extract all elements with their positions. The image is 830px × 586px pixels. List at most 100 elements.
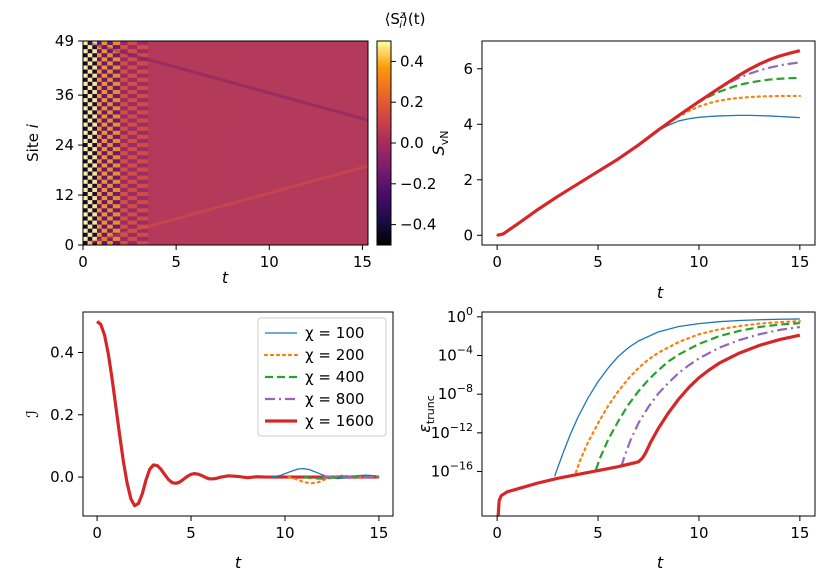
imbalance-x-tick-label: 0 bbox=[92, 524, 102, 542]
colorbar-title-open: ⟨S bbox=[385, 10, 400, 28]
imbalance-y-tick-label: 0.4 bbox=[50, 343, 74, 361]
colorbar-ticks: 0.4 0.2 0.0 −0.2 −0.4 bbox=[391, 52, 436, 234]
truncation-y-tick-label: 10−12 bbox=[431, 421, 473, 442]
heatmap-front-bottom bbox=[88, 164, 368, 245]
colorbar-tick-label: 0.2 bbox=[400, 93, 424, 111]
colorbar bbox=[376, 40, 392, 246]
colorbar-tick-label: −0.4 bbox=[400, 216, 436, 234]
entropy-y-tick-label: 4 bbox=[463, 115, 473, 133]
truncation-y-label-sub: trunc bbox=[424, 395, 437, 424]
entropy-lines bbox=[496, 49, 801, 237]
entropy-ticks: 0 5 10 15 0 2 4 6 bbox=[463, 60, 809, 271]
truncation-x-tick-label: 15 bbox=[790, 524, 809, 542]
truncation-series-line bbox=[554, 318, 800, 477]
truncation-series-line bbox=[620, 325, 801, 468]
heatmap-y-label-var: i bbox=[24, 123, 42, 128]
imbalance-x-tick-label: 15 bbox=[369, 524, 388, 542]
legend-label: χ = 200 bbox=[305, 346, 364, 364]
imbalance-series-line bbox=[322, 475, 379, 479]
colorbar-title-sup: z bbox=[399, 10, 406, 21]
entropy-series-line bbox=[496, 49, 801, 237]
imbalance-y-tick-label: 0.0 bbox=[50, 468, 74, 486]
colorbar-tick-label: −0.2 bbox=[400, 175, 436, 193]
truncation-series-line bbox=[574, 320, 801, 474]
entropy-series-line bbox=[496, 61, 801, 237]
entropy-x-tick-label: 0 bbox=[492, 253, 502, 271]
entropy-x-tick-label: 15 bbox=[790, 253, 809, 271]
heatmap-x-tick-label: 0 bbox=[78, 253, 88, 271]
heatmap-y-label: Site i bbox=[24, 123, 42, 162]
entropy-y-tick-label: 0 bbox=[463, 226, 473, 244]
entropy-frame bbox=[481, 40, 816, 246]
truncation-x-tick-label: 10 bbox=[689, 524, 708, 542]
legend-label: χ = 400 bbox=[305, 368, 364, 386]
imbalance-y-label: ℐ bbox=[23, 410, 42, 418]
imbalance-x-tick-label: 10 bbox=[275, 524, 294, 542]
truncation-y-tick-label: 10−8 bbox=[438, 382, 473, 403]
truncation-x-label: t bbox=[657, 553, 664, 572]
truncation-frame bbox=[481, 311, 816, 517]
truncation-x-tick-label: 0 bbox=[492, 524, 502, 542]
entropy-series-line bbox=[496, 114, 800, 236]
truncation-ticks: 0 5 10 15 100 10−4 10−8 10−12 10−16 bbox=[431, 305, 810, 542]
legend-items: χ = 100 χ = 200 χ = 400 χ = 800 χ = 1600 bbox=[263, 324, 374, 430]
imbalance-series-line bbox=[96, 320, 379, 508]
truncation-lines bbox=[496, 318, 801, 516]
heatmap-x-tick-label: 10 bbox=[260, 253, 279, 271]
entropy-x-tick-label: 10 bbox=[689, 253, 708, 271]
heatmap-y-tick-label: 0 bbox=[64, 236, 74, 254]
heatmap-y-label-text: Site bbox=[24, 128, 42, 162]
heatmap-decay-overlay bbox=[83, 41, 368, 245]
legend-label: χ = 800 bbox=[305, 390, 364, 408]
heatmap-x-tick-label: 5 bbox=[171, 253, 181, 271]
heatmap-x-tick-label: 15 bbox=[353, 253, 372, 271]
legend-label: χ = 100 bbox=[305, 324, 364, 342]
heatmap-cells bbox=[83, 41, 368, 245]
entropy-y-label-sub: vN bbox=[438, 131, 451, 146]
imbalance-panel: 0 5 10 15 0.0 0.2 0.4 t ℐ χ = 100 χ = 200 χ = 40… bbox=[23, 311, 394, 572]
heatmap-frame bbox=[82, 40, 369, 246]
imbalance-lines bbox=[96, 320, 381, 508]
heatmap-y-tick-label: 36 bbox=[55, 86, 74, 104]
imbalance-ticks: 0 5 10 15 0.0 0.2 0.4 bbox=[50, 343, 388, 542]
entropy-series-line bbox=[496, 76, 800, 237]
truncation-series-line bbox=[496, 333, 801, 516]
heatmap-y-ticks: 0 12 24 36 49 bbox=[55, 32, 83, 254]
truncation-y-tick-label: 100 bbox=[447, 305, 473, 326]
legend-box bbox=[257, 317, 387, 437]
entropy-y-label: SvN bbox=[429, 131, 451, 156]
heatmap-front-top bbox=[88, 41, 368, 122]
entropy-series-line bbox=[496, 94, 801, 237]
heatmap-panel: 0 5 10 15 0 12 24 36 49 t Site i 0.4 0.2 0.0 −0.2 −… bbox=[24, 10, 436, 287]
entropy-y-label-main: S bbox=[429, 145, 448, 155]
heatmap-y-tick-label: 12 bbox=[55, 186, 74, 204]
imbalance-series-line bbox=[271, 468, 380, 480]
truncation-y-tick-label: 10−16 bbox=[431, 460, 473, 481]
truncation-y-tick-label: 10−4 bbox=[438, 344, 473, 365]
colorbar-title-sub: i bbox=[399, 20, 402, 31]
legend-label: χ = 1600 bbox=[305, 412, 374, 430]
entropy-x-label: t bbox=[657, 283, 664, 302]
imbalance-frame bbox=[82, 311, 394, 517]
colorbar-tick-label: 0.4 bbox=[400, 52, 424, 70]
truncation-panel: 0 5 10 15 100 10−4 10−8 10−12 10−16 t εtrunc bbox=[415, 305, 816, 572]
imbalance-y-tick-label: 0.2 bbox=[50, 406, 74, 424]
heatmap-y-tick-label: 49 bbox=[55, 32, 74, 50]
truncation-series-line bbox=[594, 322, 800, 470]
colorbar-title: ⟨Sz i⟩(t) bbox=[385, 10, 426, 31]
entropy-panel: 0 5 10 15 0 2 4 6 t SvN bbox=[429, 40, 816, 302]
imbalance-x-label: t bbox=[235, 553, 242, 572]
colorbar-tick-label: 0.0 bbox=[400, 134, 424, 152]
truncation-y-label: εtrunc bbox=[415, 395, 437, 432]
truncation-y-label-main: ε bbox=[415, 424, 434, 433]
heatmap-x-ticks: 0 5 10 15 bbox=[78, 245, 372, 271]
colorbar-title-close: ⟩(t) bbox=[402, 10, 425, 28]
legend: χ = 100 χ = 200 χ = 400 χ = 800 χ = 1600 bbox=[257, 317, 387, 437]
entropy-y-tick-label: 2 bbox=[463, 171, 473, 189]
heatmap-y-tick-label: 24 bbox=[55, 136, 74, 154]
imbalance-x-tick-label: 5 bbox=[186, 524, 196, 542]
truncation-x-tick-label: 5 bbox=[593, 524, 603, 542]
entropy-y-tick-label: 6 bbox=[463, 60, 473, 78]
heatmap-x-label: t bbox=[222, 268, 229, 287]
